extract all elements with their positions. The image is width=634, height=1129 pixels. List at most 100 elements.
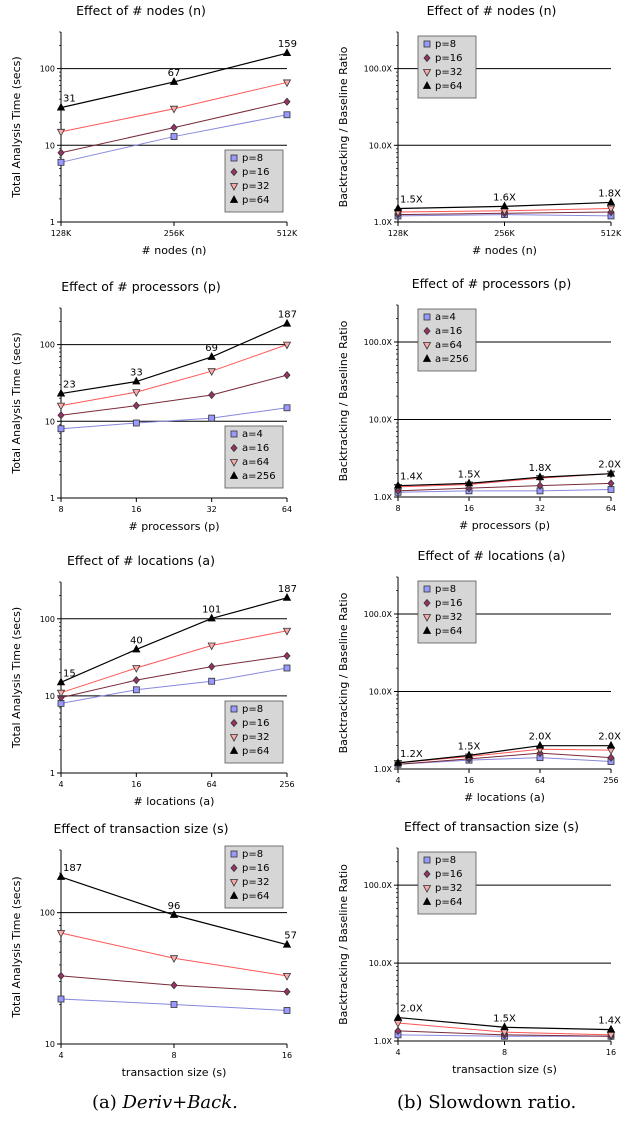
legend-label: p=16 <box>242 167 269 178</box>
data-point-2 <box>282 627 292 636</box>
y-tick-label: 100.0X <box>364 65 393 74</box>
data-point-0 <box>208 677 216 685</box>
y-axis-title: Total Analysis Time (secs) <box>10 56 23 198</box>
data-point-2 <box>132 665 141 673</box>
legend: p=8 p=16 p=32 p=64 <box>224 845 284 909</box>
y-tick-label: 10.0X <box>369 959 393 968</box>
data-point-3 <box>393 1012 403 1021</box>
x-axis-title: # processors (p) <box>459 519 550 532</box>
y-tick-label: 10.0X <box>369 141 393 150</box>
data-point-3 <box>500 1022 509 1031</box>
data-label: 1.8X <box>529 463 552 474</box>
data-point-1 <box>57 148 65 157</box>
y-tick-label: 100 <box>40 615 55 624</box>
x-tick-label: 256K <box>494 229 515 238</box>
y-tick-label: 100.0X <box>364 610 393 619</box>
legend-label: p=8 <box>242 153 263 164</box>
legend-marker-1 <box>230 718 238 728</box>
y-tick-label: 100.0X <box>364 881 393 890</box>
data-point-0 <box>283 111 291 119</box>
legend: p=8 p=16 p=32 p=64 <box>417 851 477 915</box>
data-point-1 <box>170 123 178 132</box>
y-tick-label: 1.0X <box>374 218 393 227</box>
legend-label: p=64 <box>242 891 269 902</box>
x-tick-label: 64 <box>282 505 292 514</box>
chart-title: Effect of transaction size (s) <box>53 821 228 836</box>
chart-title: Effect of # locations (a) <box>67 553 215 568</box>
y-tick-label: 10 <box>45 141 55 150</box>
data-point-3 <box>169 910 179 918</box>
data-point-1 <box>283 651 291 661</box>
data-label: 2.0X <box>529 732 552 743</box>
series-line-2 <box>60 344 288 407</box>
x-tick-label: 16 <box>606 1048 616 1057</box>
chart-title: Effect of transaction size (s) <box>404 819 579 834</box>
y-tick-label: 100 <box>40 65 55 74</box>
legend-marker-0 <box>423 585 431 593</box>
legend-marker-2 <box>422 885 432 893</box>
caption-left: (a) Deriv+Back. <box>92 1092 238 1113</box>
x-axis-title: transaction size (s) <box>122 1066 227 1079</box>
series-line-0 <box>60 407 288 430</box>
data-point-3 <box>606 1024 616 1033</box>
y-tick-label: 1.0X <box>374 765 393 774</box>
legend-marker-3 <box>229 471 239 479</box>
legend-marker-2 <box>229 183 239 191</box>
y-tick-label: 10 <box>45 692 55 701</box>
data-label: 1.2X <box>400 749 423 760</box>
legend-label: p=8 <box>435 855 456 866</box>
data-label: 187 <box>278 584 297 595</box>
legend-label: p=16 <box>435 869 462 880</box>
x-tick-label: 16 <box>464 504 474 513</box>
x-tick-label: 128K <box>51 229 72 238</box>
data-label: 96 <box>168 901 181 912</box>
data-label: 1.4X <box>598 1016 621 1027</box>
data-label: 33 <box>130 368 143 379</box>
caption-left-text: Deriv+Back. <box>122 1092 238 1113</box>
legend-label: p=32 <box>242 181 269 192</box>
y-axis-title: Backtracking / Baseline Ratio <box>337 592 350 753</box>
x-tick-label: 8 <box>502 1048 507 1057</box>
x-tick-label: 16 <box>131 505 141 514</box>
x-tick-label: 512K <box>601 229 622 238</box>
legend-marker-2 <box>422 614 432 622</box>
data-point-1 <box>57 971 65 981</box>
data-point-3 <box>535 740 545 749</box>
data-point-2 <box>207 368 216 377</box>
legend-marker-0 <box>230 430 238 438</box>
data-point-1 <box>283 987 291 996</box>
legend: p=8 p=16 p=32 p=64 <box>224 700 284 764</box>
chart-panel-2: Effect of # processors (p) 1 10 100 8 16 32 64 #… <box>10 279 297 533</box>
caption-right: (b) Slowdown ratio. <box>397 1092 577 1113</box>
legend-marker-0 <box>423 40 431 48</box>
x-tick-label: 64 <box>207 780 217 789</box>
legend-marker-0 <box>230 154 238 162</box>
data-label: 69 <box>205 343 218 354</box>
data-point-2 <box>282 973 292 981</box>
series-line-0 <box>397 757 612 765</box>
data-point-1 <box>208 390 216 400</box>
data-point-3 <box>500 201 509 210</box>
legend-label: p=64 <box>435 81 462 92</box>
series-line-2 <box>60 630 288 694</box>
legend-marker-3 <box>229 195 239 203</box>
legend-marker-2 <box>422 342 432 350</box>
data-point-2 <box>606 747 616 756</box>
y-axis-title: Total Analysis Time (secs) <box>10 876 23 1018</box>
chart-panel-6: Effect of transaction size (s) 10 100 4 8 16 t… <box>10 821 297 1079</box>
data-point-2 <box>606 205 616 214</box>
data-label: 1.5X <box>458 469 481 480</box>
data-point-3 <box>393 480 403 489</box>
x-axis-title: # nodes (n) <box>142 244 207 257</box>
data-point-3 <box>56 388 66 397</box>
legend-marker-3 <box>422 897 432 905</box>
data-label: 187 <box>63 863 82 874</box>
legend-label: a=16 <box>242 443 269 454</box>
y-axis-title: Backtracking / Baseline Ratio <box>337 46 350 207</box>
chart-panel-0: Effect of # nodes (n) 1 10 100 128K 256K 512K #… <box>10 3 298 257</box>
x-tick-label: 128K <box>388 229 409 238</box>
data-point-3 <box>282 939 292 948</box>
legend-marker-2 <box>422 69 432 77</box>
data-label: 159 <box>278 39 297 50</box>
y-tick-label: 1 <box>50 494 55 503</box>
